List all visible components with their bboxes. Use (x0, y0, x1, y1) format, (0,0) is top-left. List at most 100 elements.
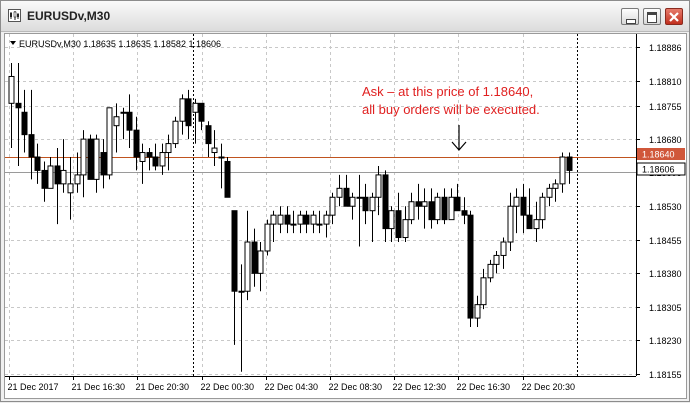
candle-body (120, 111, 127, 114)
candle (395, 192, 402, 243)
candle-body (329, 196, 336, 216)
candle-body (467, 214, 474, 319)
candle-body (546, 187, 553, 198)
candle-body (507, 205, 514, 243)
candle-body (513, 196, 520, 207)
candle-body (526, 214, 533, 230)
candle (434, 192, 441, 225)
candle-body (539, 196, 546, 221)
price-axis[interactable]: 1.18886 1.18810 1.18755 1.18680 1.18606 1.185… (636, 43, 682, 380)
candle-body (559, 156, 566, 185)
chart-app-icon (8, 9, 21, 22)
candle-body (448, 196, 455, 221)
candle-body (336, 187, 343, 198)
price-tick-label: 1.18230 (649, 336, 682, 346)
candle (441, 188, 448, 225)
candle (461, 197, 468, 225)
candle (448, 188, 455, 221)
candle (28, 89, 35, 180)
candle (15, 63, 22, 166)
candle-body (93, 138, 100, 180)
candle (179, 94, 186, 135)
candle-body (343, 187, 350, 207)
annotation-line-2: all buy orders will be executed. (362, 102, 540, 117)
candle-body (231, 210, 238, 292)
time-tick-label: 21 Dec 20:30 (136, 382, 190, 392)
candle-body (375, 174, 382, 198)
candle (106, 107, 113, 180)
title-bar[interactable]: EURUSDv,M30 (1, 1, 689, 32)
maximize-button[interactable] (643, 8, 661, 25)
candle (493, 250, 500, 274)
candle (487, 259, 494, 283)
candle-body (238, 290, 245, 293)
price-tick-label: 1.18380 (649, 269, 682, 279)
candle (520, 183, 527, 234)
candle-body (257, 250, 264, 274)
candle (316, 210, 323, 234)
price-tick-label: 1.18155 (649, 370, 682, 380)
candle-body (408, 201, 415, 221)
candle-body (323, 214, 330, 225)
candle-body (172, 120, 179, 145)
minimize-button[interactable] (621, 8, 639, 25)
candle (402, 206, 409, 243)
candle (369, 192, 376, 243)
price-tick-label: 1.18810 (649, 77, 682, 87)
candle-body (205, 125, 212, 145)
close-button[interactable] (665, 8, 683, 25)
close-icon (669, 12, 679, 22)
candle (323, 210, 330, 238)
candle (100, 139, 107, 189)
candle (224, 157, 231, 198)
candle-body (388, 210, 395, 230)
candle (356, 174, 363, 247)
candle-body (60, 169, 67, 185)
candle (507, 192, 514, 251)
candle-body (15, 102, 22, 109)
candle-body (106, 107, 113, 176)
candle (60, 139, 67, 193)
candle-body (428, 201, 435, 221)
ask-price-label: 1.18640 (642, 150, 675, 160)
candle-body (402, 219, 409, 239)
candle (297, 210, 304, 234)
candle-body (566, 156, 573, 171)
candle (159, 143, 166, 175)
candle-body (356, 196, 363, 199)
candle-body (211, 147, 218, 154)
candle-body (362, 196, 369, 212)
candle-body (113, 116, 120, 127)
chart-area[interactable]: EURUSDv,M30 1.18635 1.18635 1.18582 1.18… (4, 33, 687, 399)
time-tick-label: 22 Dec 12:30 (393, 382, 447, 392)
candle (231, 210, 238, 345)
candle (34, 143, 41, 184)
candle (54, 148, 61, 225)
price-tick-label: 1.18886 (649, 43, 682, 53)
candle (185, 89, 192, 140)
candle (198, 102, 205, 131)
time-axis[interactable]: 21 Dec 2017 21 Dec 16:30 21 Dec 20:30 22 De… (8, 376, 576, 392)
candle (552, 179, 559, 202)
candle (362, 183, 369, 225)
candle-body (415, 201, 422, 207)
candle (500, 237, 507, 269)
symbol-header: EURUSDv,M30 1.18635 1.18635 1.18582 1.18… (10, 39, 221, 49)
dropdown-triangle-icon[interactable] (10, 41, 16, 45)
candle (277, 206, 284, 234)
candle (408, 192, 415, 225)
candle (218, 143, 225, 189)
time-tick-label: 21 Dec 2017 (8, 382, 59, 392)
candle (343, 174, 350, 207)
candle (539, 192, 546, 229)
candle (139, 143, 146, 184)
time-tick-label: 22 Dec 04:30 (265, 382, 319, 392)
candle (264, 219, 271, 256)
candlestick-chart[interactable]: EURUSDv,M30 1.18635 1.18635 1.18582 1.18… (5, 34, 686, 398)
candle (257, 242, 264, 292)
candle-body (284, 214, 291, 225)
candle-body (67, 183, 74, 194)
candle (251, 228, 258, 287)
time-tick-label: 22 Dec 08:30 (329, 382, 383, 392)
